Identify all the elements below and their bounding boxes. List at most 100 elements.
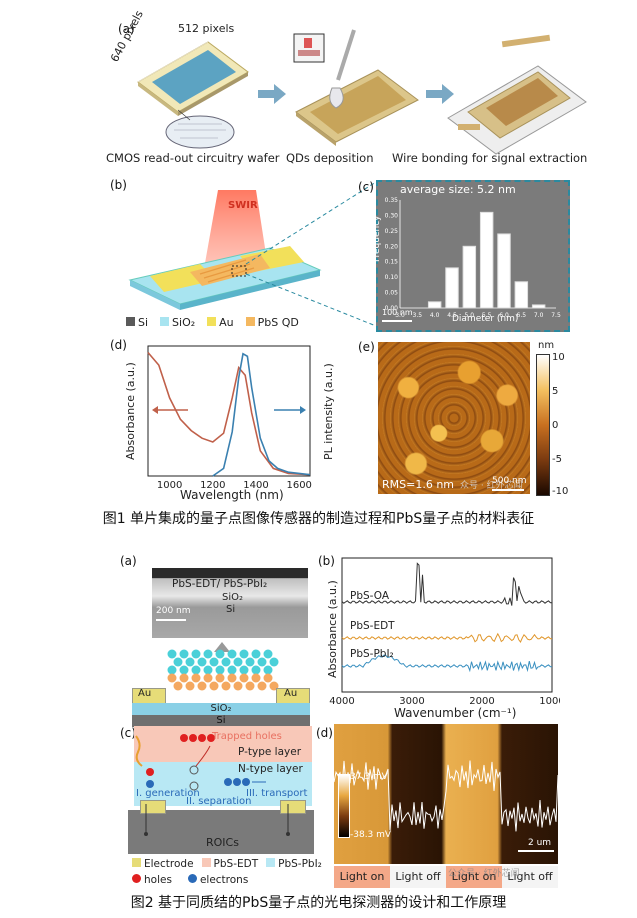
abs-x-tick: 1600 (286, 480, 311, 491)
hist-x-tick: 3.0 (395, 312, 405, 319)
qd-dot-icon (185, 681, 195, 691)
fig2-watermark: 公众号 · 红外芯闻 (448, 869, 520, 879)
pl-curve (212, 352, 311, 477)
fig1-caption: 图1 单片集成的量子点图像传感器的制造过程和PbS量子点的材料表征 (102, 511, 535, 527)
fig2-generation: I. generation (136, 788, 200, 799)
fig2-panel-c-legend-2: holes electrons (132, 874, 248, 886)
qd-dot-icon (167, 649, 177, 659)
qd-dot-icon (167, 665, 177, 675)
arrow-left-head-icon (152, 406, 158, 414)
state-light-off-2: Light off (502, 866, 558, 888)
legend-pbs-edt: PbS-EDT (201, 858, 258, 870)
fig1-cb-tick-m5: -5 (552, 454, 562, 465)
fig1-panel-c-label: (c) (358, 180, 374, 194)
fig1-cb-tick-10: 10 (552, 352, 565, 363)
fig1-tem-scalebar-line (382, 320, 412, 322)
qd-dot-icon (263, 673, 273, 683)
arrow-right-head-icon (300, 406, 306, 414)
fig1-cb-tick-5: 5 (552, 386, 559, 397)
absorbance-curve (147, 351, 311, 476)
up-arrow-icon (214, 642, 230, 652)
fig1-absorbance-plot: 1000 1200 1400 1600 (147, 345, 312, 491)
fig2-trace-pbi2: PbS-PbI₂ (350, 648, 394, 660)
fig1-panel-a-illustration (137, 29, 587, 155)
state-light-on-1: Light on (334, 866, 390, 888)
fig1-tem-scalebar: 100 nm (382, 308, 413, 317)
fig1-afm-image (378, 342, 530, 494)
qd-dot-icon (191, 673, 201, 683)
legend-holes: holes (132, 874, 172, 886)
qd-dot-icon (245, 681, 255, 691)
ftir-x-tick: 2000 (469, 696, 494, 707)
fig2-device-sio2: SiO₂ (132, 703, 310, 715)
figure-1: (a) 512 pixels 640 pixels CMOS read-out … (102, 8, 588, 527)
hist-y-tick: 0.05 (385, 290, 399, 297)
fig2-kpfm-trace (334, 760, 558, 832)
hist-x-tick: 4.0 (430, 312, 440, 319)
hist-x-tick: 7.5 (551, 312, 561, 319)
fig2-sem-scalebar: 200 nm (156, 606, 191, 616)
qd-dot-icon (179, 665, 189, 675)
qd-dot-icon (263, 665, 273, 675)
swatch-icon (245, 317, 255, 326)
fig2-au-left-label: Au (138, 688, 152, 699)
qd-dot-icon (209, 657, 219, 667)
qd-dot-icon (203, 649, 213, 659)
qd-dot-icon (197, 681, 207, 691)
fig2-kpfm-scalebar: 2 um (528, 838, 552, 848)
fig2-carrier-diagram (135, 734, 290, 836)
ftir-x-tick: 1000 (539, 696, 560, 707)
ftir-trace (341, 562, 553, 606)
fig2-panel-d-label: (d) (316, 726, 333, 740)
fig2-panel-c-label: (c) (120, 726, 136, 740)
qd-dot-icon (179, 673, 189, 683)
ftir-frame (341, 557, 553, 693)
fig1-panel-b-device (128, 190, 322, 310)
swatch-icon (132, 858, 141, 867)
fig2-caption: 图2 基于同质结的PbS量子点的光电探测器的设计和工作原理 (130, 895, 507, 911)
fig1-afm-rms: RMS=1.6 nm (382, 478, 455, 491)
hist-bar (462, 245, 477, 309)
kpfm-line (334, 760, 558, 832)
qd-dot-icon (173, 681, 183, 691)
fig2-kpfm-bottom: -38.3 mV (350, 830, 392, 840)
hist-y-tick: 0.35 (385, 197, 399, 204)
qd-dot-icon (209, 681, 219, 691)
fig1-panel-b-label: (b) (110, 178, 127, 192)
fig1-panel-e-label: (e) (358, 340, 375, 354)
fig2-n-layer-label: N-type layer (238, 763, 303, 775)
fig2-kpfm-colorbar (338, 774, 350, 838)
legend-pbs: PbS QD (245, 316, 299, 329)
fig1-abs-ylabel: Absorbance (a.u.) (124, 362, 137, 460)
qd-dot-icon (251, 665, 261, 675)
legend-sio2: SiO₂ (160, 316, 195, 329)
hist-bar (497, 233, 511, 309)
qd-dot-icon (227, 649, 237, 659)
fig1-histogram: 3.0 3.5 4.0 4.5 5.0 5.5 6.0 6.5 7.0 7.5 0.00 0.05 0.… (385, 197, 561, 319)
qd-dot-icon (203, 665, 213, 675)
fig1-abs-xlabel: Wavelength (nm) (180, 488, 284, 502)
fig2-trace-oa: PbS-OA (350, 590, 390, 602)
fig2-transport: III. transport (246, 788, 308, 799)
fig2-kpfm-top: 37.3 mV (350, 772, 388, 782)
fig1-swir-label: SWIR (228, 200, 258, 211)
qd-dot-icon (233, 681, 243, 691)
fig1-panel-d-label: (d) (110, 338, 127, 352)
qd-dot-icon (239, 673, 249, 683)
hist-bar (514, 281, 529, 309)
fig2-sem-image (152, 568, 308, 638)
hist-bar (531, 304, 546, 309)
fig2-electrode-right (280, 800, 306, 814)
hist-y-tick: 0.20 (385, 243, 399, 250)
qd-dot-icon (197, 657, 207, 667)
qd-dot-icon (251, 649, 261, 659)
hist-bar (427, 301, 442, 309)
hist-x-tick: 5.5 (482, 312, 492, 319)
fig2-roic-label: ROICs (206, 836, 239, 849)
fig2-panel-a-label: (a) (120, 554, 137, 568)
fig2-ftir-xlabel: Wavenumber (cm⁻¹) (394, 706, 517, 720)
fig2-p-layer-label: P-type layer (238, 746, 302, 758)
state-light-off-1: Light off (390, 866, 446, 888)
legend-au: Au (207, 316, 234, 329)
qd-dot-icon (269, 657, 279, 667)
